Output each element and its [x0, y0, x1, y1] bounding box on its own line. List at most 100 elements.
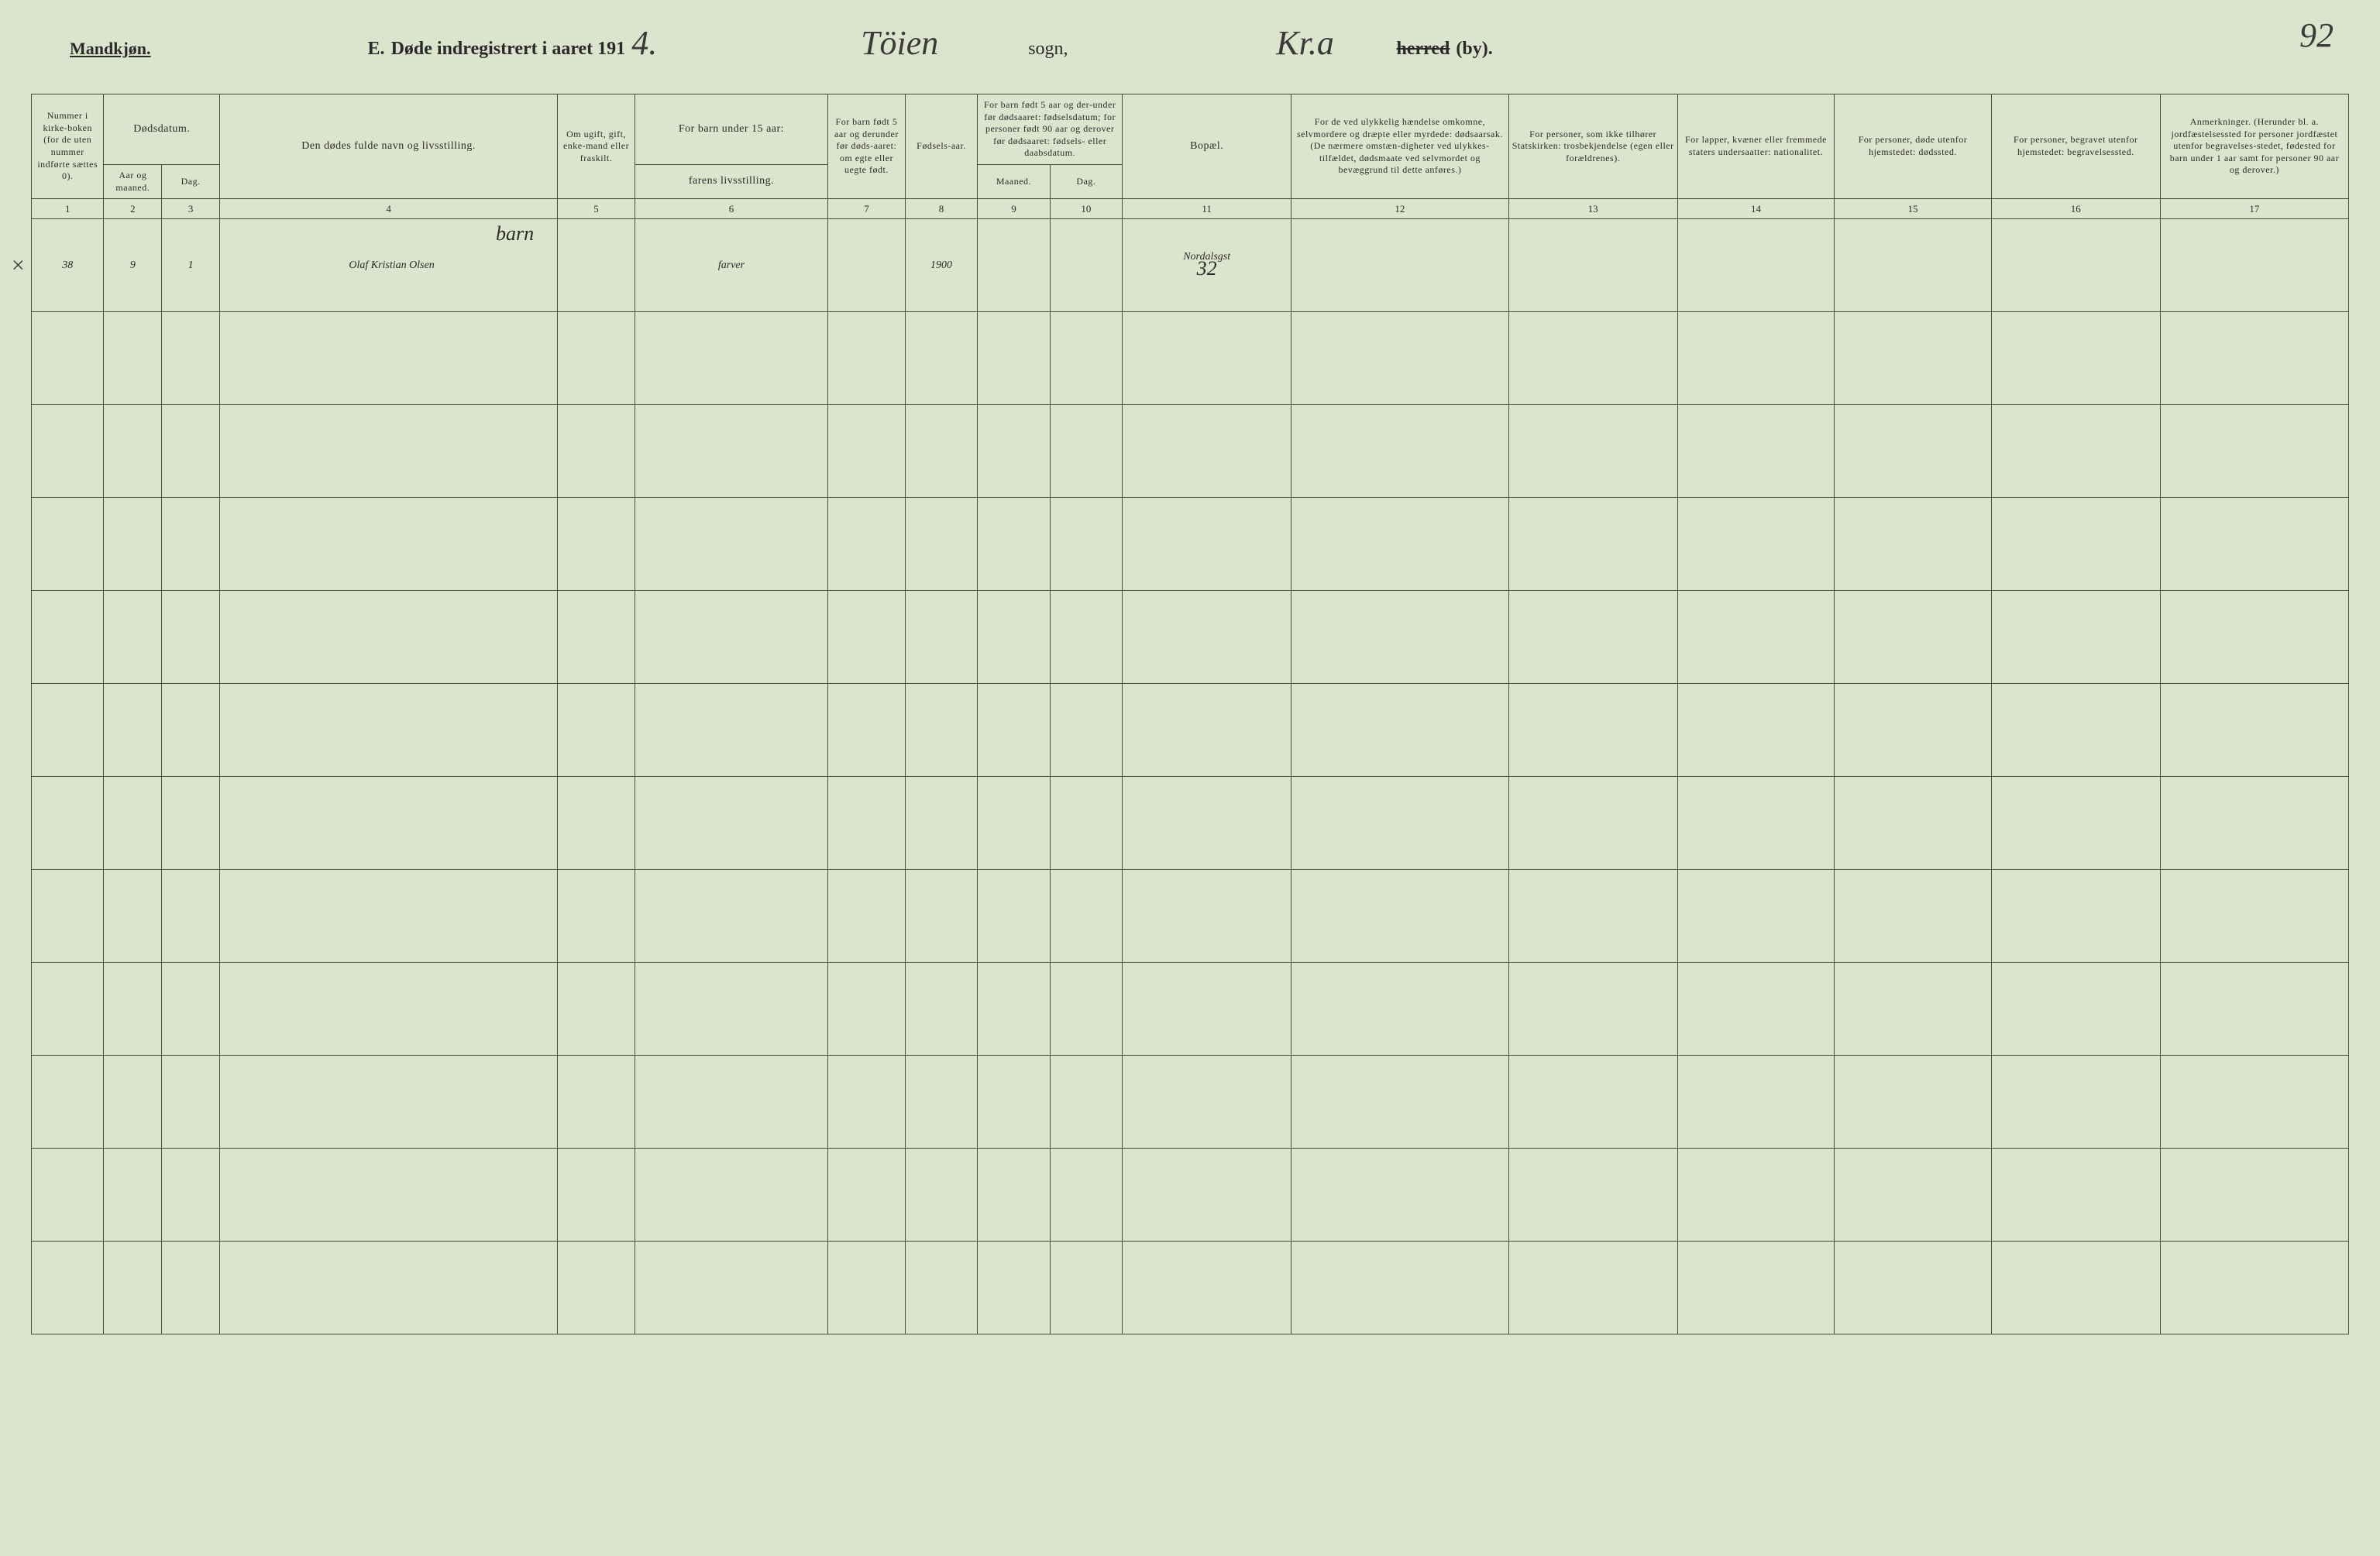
colnum: 2: [104, 199, 162, 219]
burialplace-cell: [1991, 219, 2160, 312]
empty-cell: [32, 963, 104, 1056]
empty-cell: [1050, 405, 1122, 498]
colnum: 10: [1050, 199, 1122, 219]
empty-cell: [905, 405, 977, 498]
empty-cell: [1123, 870, 1291, 963]
empty-cell: [1508, 1056, 1677, 1149]
empty-cell: [219, 1056, 557, 1149]
empty-cell: [1835, 312, 1992, 405]
empty-cell: [1991, 777, 2160, 870]
empty-cell: [978, 1056, 1050, 1149]
empty-cell: [1508, 684, 1677, 777]
col-header-nationality: For lapper, kvæner eller fremmede stater…: [1677, 94, 1835, 199]
empty-cell: [1677, 1149, 1835, 1242]
table-row: [32, 684, 2349, 777]
empty-cell: [2160, 777, 2348, 870]
address-line2: 32: [1126, 257, 1288, 280]
empty-cell: [905, 1056, 977, 1149]
birth-month-cell: [978, 219, 1050, 312]
empty-cell: [1291, 1056, 1508, 1149]
empty-cell: [1050, 1149, 1122, 1242]
empty-cell: [1050, 1242, 1122, 1334]
empty-cell: [1677, 870, 1835, 963]
empty-cell: [1291, 684, 1508, 777]
title-letter: E.: [368, 39, 385, 60]
cause-cell: [1291, 219, 1508, 312]
table-row: × 38 9 1 barn Olaf Kristian Olsen farver…: [32, 219, 2349, 312]
empty-cell: [1123, 1242, 1291, 1334]
col-header-cause: For de ved ulykkelig hændelse omkomne, s…: [1291, 94, 1508, 199]
empty-cell: [1677, 684, 1835, 777]
empty-cell: [558, 405, 635, 498]
empty-cell: [162, 591, 220, 684]
empty-cell: [1677, 1242, 1835, 1334]
empty-cell: [2160, 684, 2348, 777]
empty-cell: [828, 1149, 906, 1242]
empty-cell: [558, 312, 635, 405]
empty-cell: [219, 312, 557, 405]
empty-cell: [1991, 1149, 2160, 1242]
col-header-deathdate: Dødsdatum.: [104, 94, 220, 165]
register-page: 92 Mandkjøn. E. Døde indregistrert i aar…: [31, 23, 2349, 1334]
empty-cell: [32, 777, 104, 870]
empty-cell: [219, 405, 557, 498]
empty-cell: [978, 591, 1050, 684]
legitimacy-cell: [828, 219, 906, 312]
empty-cell: [219, 963, 557, 1056]
empty-cell: [905, 870, 977, 963]
gender-label: Mandkjøn.: [70, 39, 151, 59]
empty-cell: [162, 498, 220, 591]
empty-cell: [635, 963, 827, 1056]
empty-cell: [219, 591, 557, 684]
table-row: [32, 498, 2349, 591]
col-header-bday: Dag.: [1050, 164, 1122, 198]
empty-cell: [1123, 312, 1291, 405]
empty-cell: [1291, 1149, 1508, 1242]
empty-cell: [32, 1149, 104, 1242]
colnum: 13: [1508, 199, 1677, 219]
colnum: 12: [1291, 199, 1508, 219]
empty-cell: [1677, 591, 1835, 684]
year-suffix: 4.: [631, 23, 662, 63]
colnum: 11: [1123, 199, 1291, 219]
empty-cell: [104, 1056, 162, 1149]
deceased-name: Olaf Kristian Olsen: [349, 259, 434, 271]
table-row: [32, 1056, 2349, 1149]
col-header-bmonth: Maaned.: [978, 164, 1050, 198]
empty-cell: [1508, 963, 1677, 1056]
empty-cell: [104, 498, 162, 591]
empty-cell: [104, 777, 162, 870]
empty-cell: [32, 312, 104, 405]
residence-cell: Nordalsgst 32: [1123, 219, 1291, 312]
col-header-marital: Om ugift, gift, enke-mand eller fraskilt…: [558, 94, 635, 199]
herred-strike: herred: [1397, 39, 1450, 60]
empty-cell: [558, 870, 635, 963]
empty-cell: [1991, 1056, 2160, 1149]
empty-cell: [1677, 312, 1835, 405]
empty-cell: [828, 312, 906, 405]
empty-cell: [1050, 963, 1122, 1056]
empty-cell: [32, 591, 104, 684]
empty-cell: [1050, 498, 1122, 591]
empty-cell: [828, 498, 906, 591]
district-name: Kr.a: [1220, 23, 1391, 63]
empty-cell: [2160, 963, 2348, 1056]
colnum: 14: [1677, 199, 1835, 219]
empty-cell: [32, 1056, 104, 1149]
empty-cell: [558, 591, 635, 684]
empty-cell: [635, 777, 827, 870]
colnum: 8: [905, 199, 977, 219]
register-table: Nummer i kirke-boken (for de uten nummer…: [31, 94, 2349, 1334]
empty-cell: [1835, 963, 1992, 1056]
empty-cell: [1291, 777, 1508, 870]
empty-cell: [104, 870, 162, 963]
empty-cell: [1123, 963, 1291, 1056]
col-header-deathplace: For personer, døde utenfor hjemstedet: d…: [1835, 94, 1992, 199]
empty-cell: [978, 870, 1050, 963]
empty-cell: [1835, 870, 1992, 963]
empty-cell: [1991, 963, 2160, 1056]
empty-cell: [219, 1149, 557, 1242]
empty-cell: [978, 312, 1050, 405]
empty-cell: [558, 498, 635, 591]
entry-number: 38: [62, 259, 73, 271]
